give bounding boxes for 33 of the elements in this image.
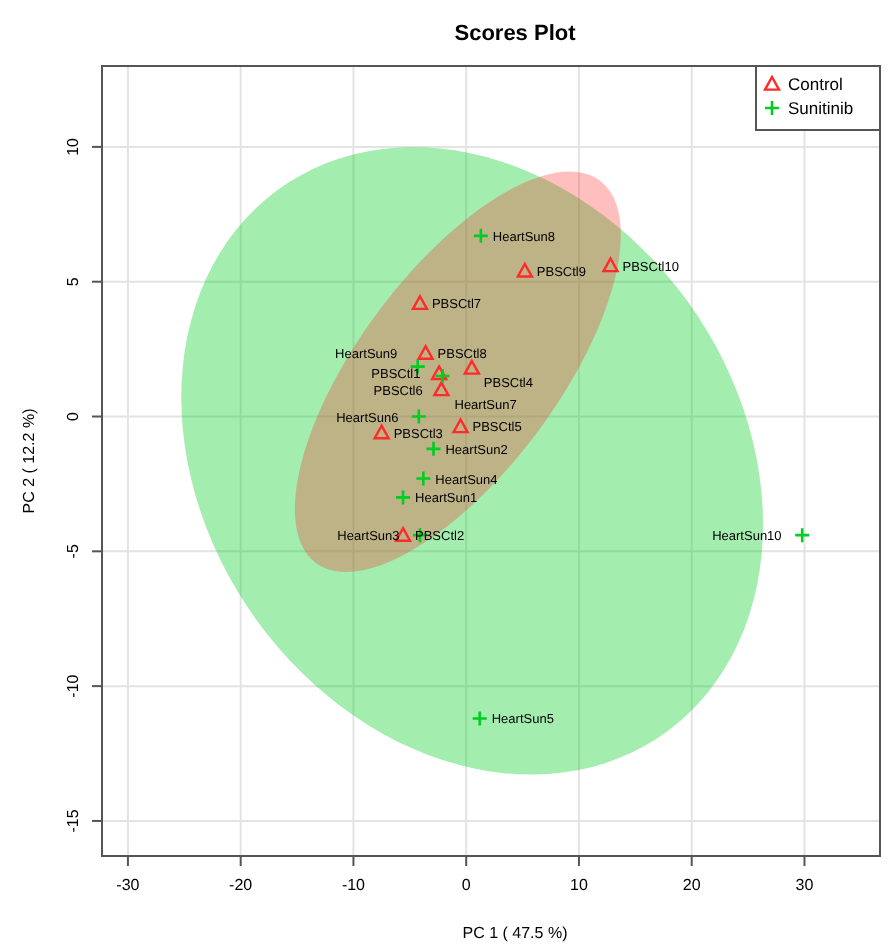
- legend-label: Sunitinib: [788, 98, 854, 118]
- x-tick-label: 30: [795, 876, 815, 894]
- point: [793, 526, 811, 544]
- y-axis-title: PC 2 ( 12.2 %): [20, 407, 38, 514]
- point: [602, 257, 619, 273]
- x-tick-label: 0: [461, 876, 472, 894]
- y-tick-label: -5: [64, 543, 82, 559]
- point: [463, 359, 481, 375]
- point: [471, 710, 489, 727]
- x-tick-label: -30: [116, 876, 141, 894]
- x-axis-title: PC 1 ( 47.5 %): [462, 924, 569, 942]
- y-tick-label: -15: [64, 808, 82, 833]
- point: [411, 295, 429, 311]
- x-tick-label: 20: [682, 876, 702, 894]
- point: [394, 489, 412, 506]
- y-tick-label: 0: [64, 410, 82, 421]
- point: [425, 440, 442, 458]
- x-tick-label: 10: [570, 876, 589, 894]
- point: [516, 262, 534, 278]
- chart-title: Scores Plot: [454, 22, 577, 46]
- point: [410, 408, 428, 425]
- point: [472, 227, 490, 245]
- legend-label: Control: [788, 74, 844, 94]
- point: [452, 418, 469, 434]
- y-tick-label: -10: [64, 673, 82, 698]
- x-tick-label: -10: [341, 876, 367, 894]
- point: [415, 470, 432, 487]
- point: [417, 344, 434, 360]
- y-tick-label: 10: [64, 136, 82, 156]
- point: [373, 424, 390, 440]
- x-tick-label: -20: [229, 876, 254, 894]
- point: [433, 381, 450, 397]
- y-tick-label: 5: [64, 276, 82, 287]
